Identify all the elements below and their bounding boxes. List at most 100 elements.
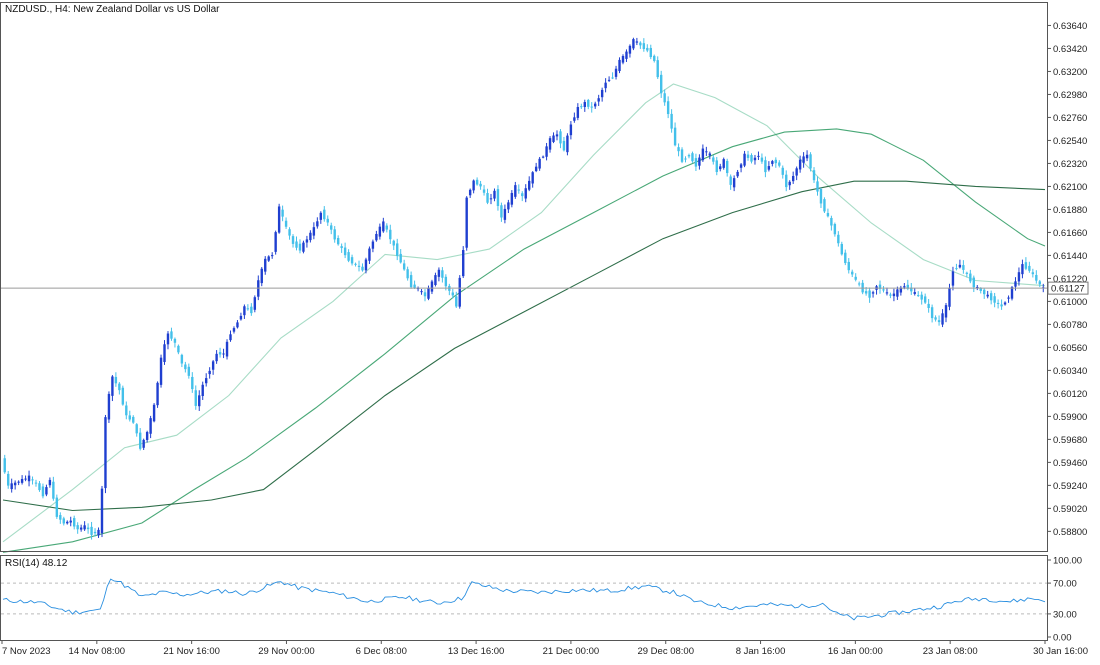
candle-down [336,237,340,245]
candle-down [590,106,593,108]
candle-up [708,153,712,156]
candle-down [333,229,336,240]
candle-down [906,284,910,289]
candle-up [722,159,725,168]
candle-down [441,270,444,278]
candle-down [184,364,187,370]
candle-up [302,242,305,252]
candle-up [1021,264,1024,275]
rsi-tick-label: 100.00 [1053,556,1082,567]
price-tick-label: 0.60780 [1053,320,1087,331]
candle-up [739,164,743,168]
candle-up [253,297,257,310]
candle-down [194,390,197,406]
candle-up [705,151,708,153]
candle-up [600,89,604,98]
candle-down [1031,272,1035,275]
candle-up [896,289,899,297]
candle-up [434,275,437,286]
candle-down [3,458,6,473]
candle-down [455,296,458,307]
candle-down [479,183,482,187]
candle-down [673,127,677,146]
candle-up [232,328,236,332]
candle-up [885,292,889,294]
candle-down [670,113,673,129]
candle-down [746,154,750,158]
candle-down [326,218,329,223]
candle-down [250,306,253,314]
candle-down [86,527,90,530]
candle-up [1007,297,1010,299]
candle-down [409,275,413,288]
candle-up [201,384,204,397]
candle-up [145,432,149,440]
candle-up [701,148,705,161]
candle-down [666,101,670,115]
rsi-tick-label: 70.00 [1053,579,1077,590]
price-tick-label: 0.59020 [1053,504,1087,515]
candle-up [941,313,944,325]
candle-down [833,224,837,235]
candle-down [38,483,41,491]
candle-up [548,138,552,150]
candle-up [534,166,538,172]
candle-down [857,283,861,285]
candle-up [795,168,798,176]
chart-title: NZDUSD., H4: New Zealand Dollar vs US Do… [5,4,220,15]
candle-up [382,221,385,232]
candle-down [680,149,684,162]
candle-up [152,404,156,422]
candle-down [823,199,826,212]
candle-up [10,483,13,490]
candle-down [284,220,288,227]
candle-down [868,290,871,298]
candle-down [288,229,291,236]
candle-up [420,291,423,293]
candle-down [969,273,972,282]
candle-down [663,93,666,103]
candle-down [923,296,927,303]
candle-down [170,331,173,339]
time-tick-label: 30 Jan 16:00 [1033,646,1088,657]
candle-down [354,263,357,265]
candle-up [1010,287,1014,299]
candle-up [798,159,802,170]
candle-up [555,134,559,137]
candle-down [750,155,753,162]
candle-down [979,288,982,291]
candle-down [191,376,194,390]
candle-up [944,305,948,318]
candle-up [583,102,586,107]
price-tick-label: 0.61220 [1053,274,1087,285]
candle-down [642,43,646,49]
candle-up [465,197,468,248]
candle-up [948,288,951,307]
candle-down [712,157,715,162]
candle-up [524,188,527,199]
candle-down [451,292,454,296]
candle-up [552,135,555,142]
price-tick-label: 0.62320 [1053,159,1087,170]
price-tick-label: 0.63200 [1053,67,1087,78]
candle-down [500,205,503,218]
candle-down [972,277,975,288]
candle-up [208,370,211,375]
price-tick-label: 0.59240 [1053,481,1087,492]
candle-down [930,307,934,319]
candle-down [993,296,996,303]
candle-up [614,68,618,77]
candle-down [889,294,892,296]
candle-down [343,247,347,256]
candle-up [743,153,746,166]
candle-up [111,376,114,396]
candle-down [1024,262,1028,269]
candle-up [569,124,573,136]
candle-down [399,253,402,263]
candle-down [1038,281,1041,285]
candle-up [913,292,916,294]
price-tick-label: 0.58800 [1053,527,1087,538]
candle-down [819,188,823,204]
candle-up [159,357,163,385]
